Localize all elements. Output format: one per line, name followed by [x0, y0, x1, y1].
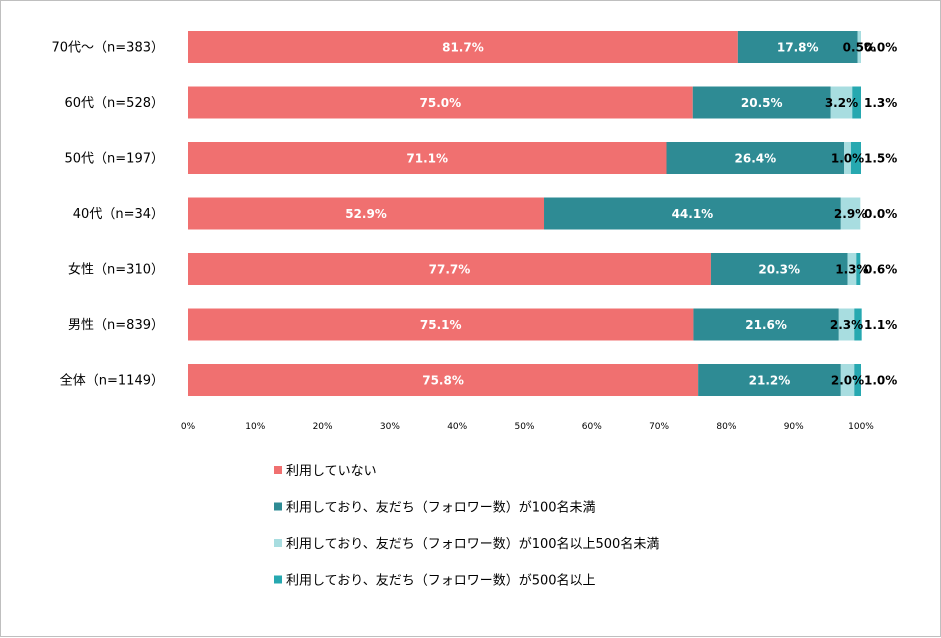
- legend-label: 利用しており、友だち（フォロワー数）が100名以上500名未満: [286, 536, 659, 552]
- data-label: 0.0%: [864, 41, 897, 55]
- x-tick-label: 10%: [245, 422, 265, 432]
- bar-segment: [188, 142, 667, 174]
- bar-segment: [830, 86, 853, 119]
- legend-swatch: [274, 539, 282, 547]
- data-label: 81.7%: [442, 41, 484, 55]
- bar-segment: [188, 197, 545, 230]
- category-label: 男性（n=839）: [68, 318, 164, 333]
- data-label: 75.0%: [420, 96, 462, 110]
- data-label: 3.2%: [825, 96, 858, 110]
- data-label: 1.5%: [864, 152, 897, 166]
- bar-segment: [188, 31, 738, 63]
- data-label: 0.5%: [843, 41, 876, 55]
- x-tick-label: 70%: [649, 422, 669, 432]
- legend-swatch: [274, 502, 282, 511]
- category-label: 70代～（n=383）: [52, 41, 165, 56]
- x-axis: 0% 10% 20% 30% 40% 50% 60% 70% 80% 90% 100%: [181, 422, 874, 432]
- bar-segment: [840, 197, 861, 230]
- category-label: 40代（n=34）: [73, 207, 164, 222]
- bar-segment: [188, 86, 693, 119]
- data-label: 44.1%: [672, 207, 714, 221]
- data-label: 0.0%: [864, 207, 897, 221]
- x-tick-label: 100%: [848, 422, 874, 432]
- legend-label: 利用しており、友だち（フォロワー数）が500名以上: [286, 573, 596, 589]
- bar-segment: [847, 253, 857, 285]
- data-label: 0.6%: [864, 263, 897, 277]
- data-label: 1.0%: [831, 152, 864, 166]
- bar-segment: [840, 364, 855, 396]
- x-tick-label: 20%: [313, 422, 333, 432]
- bar-segment: [850, 142, 861, 174]
- category-label: 60代（n=528）: [65, 96, 165, 111]
- data-label: 2.0%: [831, 374, 864, 388]
- data-label: 17.8%: [777, 41, 819, 55]
- bar-segment: [544, 197, 841, 230]
- bar-segment: [854, 364, 861, 396]
- data-label: 21.2%: [749, 374, 791, 388]
- data-label: 2.9%: [834, 207, 867, 221]
- x-tick-label: 60%: [582, 422, 602, 432]
- bar-segment: [844, 142, 851, 174]
- x-tick-label: 90%: [784, 422, 804, 432]
- bars-layer: [188, 31, 862, 396]
- bar-segment: [188, 253, 711, 285]
- legend: 利用していない利用しており、友だち（フォロワー数）が100名未満利用しており、友…: [274, 464, 659, 589]
- legend-swatch: [274, 466, 282, 474]
- data-label: 75.1%: [420, 318, 462, 332]
- bar-segment: [857, 31, 861, 63]
- data-label: 77.7%: [429, 263, 471, 277]
- bar-segment: [737, 31, 858, 63]
- bar-segment: [698, 364, 841, 396]
- legend-swatch: [274, 575, 282, 584]
- data-label: 52.9%: [345, 207, 387, 221]
- x-tick-label: 30%: [380, 422, 400, 432]
- bar-segment: [692, 86, 831, 119]
- bar-segment: [838, 308, 855, 341]
- data-labels-layer: 81.7% 17.8% 0.5%0.0%75.0% 20.5% 3.2% 1.3%71.1…: [345, 41, 897, 388]
- data-label: 1.1%: [864, 318, 897, 332]
- data-label: 21.6%: [745, 318, 787, 332]
- category-label: 全体（n=1149）: [60, 373, 164, 389]
- bar-segment: [188, 364, 699, 396]
- category-label: 女性（n=310）: [68, 262, 164, 278]
- category-labels: 70代～（n=383） 60代（n=528） 50代（n=197） 40代（n=34）…: [52, 41, 165, 389]
- bar-segment: [666, 142, 845, 174]
- bar-segment: [856, 253, 861, 285]
- category-label: 50代（n=197）: [65, 152, 165, 167]
- bar-segment: [854, 308, 862, 341]
- legend-label: 利用しており、友だち（フォロワー数）が100名未満: [286, 500, 596, 516]
- legend-label: 利用していない: [286, 464, 377, 479]
- data-label: 1.0%: [864, 374, 897, 388]
- bar-segment: [852, 86, 861, 119]
- data-label: 75.8%: [422, 374, 464, 388]
- x-tick-label: 40%: [447, 422, 467, 432]
- data-label: 20.3%: [758, 263, 800, 277]
- data-label: 26.4%: [735, 152, 777, 166]
- x-tick-label: 50%: [514, 422, 534, 432]
- bar-segment: [693, 308, 839, 341]
- data-label: 71.1%: [406, 152, 448, 166]
- bar-segment: [710, 253, 848, 285]
- bar-segment: [188, 308, 694, 341]
- x-tick-label: 80%: [716, 422, 736, 432]
- data-label: 1.3%: [864, 96, 897, 110]
- x-tick-label: 0%: [181, 422, 196, 432]
- data-label: 1.3%: [835, 263, 868, 277]
- data-label: 2.3%: [830, 318, 863, 332]
- data-label: 20.5%: [741, 96, 783, 110]
